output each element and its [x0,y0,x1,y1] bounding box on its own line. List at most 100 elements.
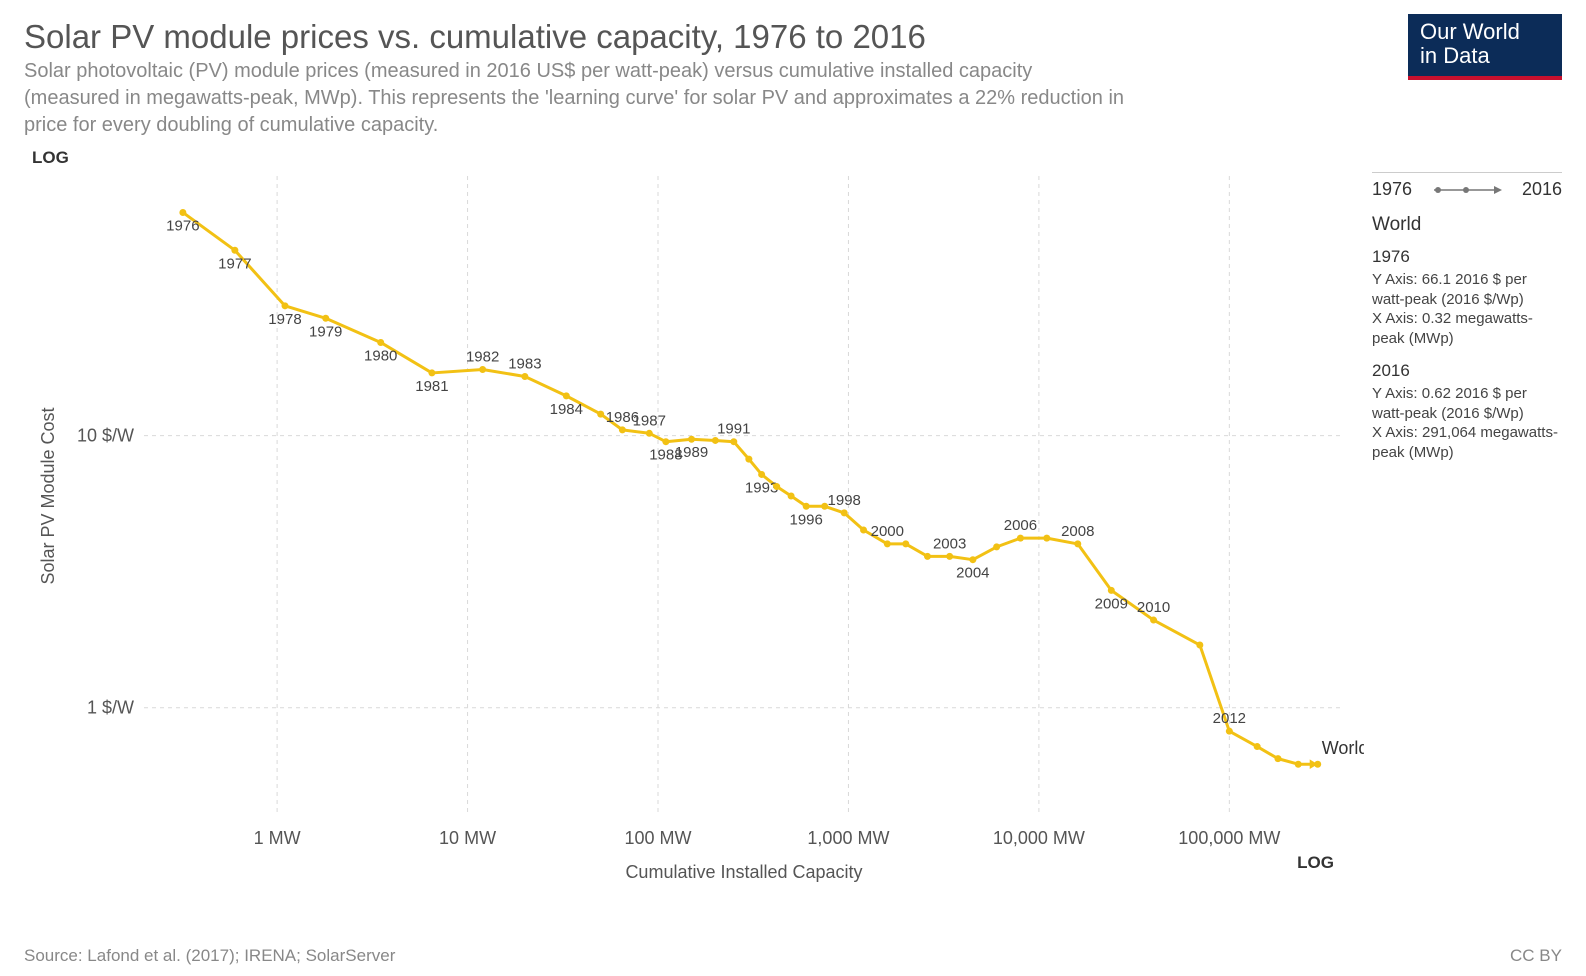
point-year-label: 2008 [1061,523,1094,540]
y-tick-label: 10 $/W [77,426,134,446]
data-point[interactable] [1196,642,1203,649]
chart-svg: 1 $/W 10 $/W 1 MW 10 MW 100 MW 1,000 MW 10,000… [24,166,1364,906]
point-year-label: 1984 [550,401,583,418]
x-tick-label: 10,000 MW [993,828,1085,848]
data-point[interactable] [646,430,653,437]
data-point[interactable] [1043,535,1050,542]
sidebar-start-block: 1976 Y Axis: 66.1 2016 $ per watt-peak (… [1372,246,1562,348]
data-point[interactable] [662,438,669,445]
data-point[interactable] [1274,755,1281,762]
point-year-label: 1998 [828,492,861,509]
data-point[interactable] [946,553,953,560]
data-point[interactable] [1074,540,1081,547]
data-point[interactable] [1108,587,1115,594]
chart-subtitle: Solar photovoltaic (PV) module prices (m… [24,58,1124,139]
range-end-year: 2016 [1522,179,1562,200]
sidebar-end-year: 2016 [1372,360,1562,382]
x-axis-label: Cumulative Installed Capacity [625,862,862,882]
data-point[interactable] [773,483,780,490]
point-year-label: 2010 [1137,599,1170,616]
data-point[interactable] [1254,743,1261,750]
data-point[interactable] [322,315,329,322]
data-point[interactable] [377,339,384,346]
point-year-label: 2004 [956,565,989,582]
data-point[interactable] [758,471,765,478]
x-tick-label: 1,000 MW [807,828,889,848]
point-year-label: 2000 [871,523,904,540]
point-year-label: 1976 [166,217,199,234]
data-point[interactable] [712,437,719,444]
point-year-label: 2003 [933,535,966,552]
chart-title: Solar PV module prices vs. cumulative ca… [24,18,1562,56]
data-point[interactable] [803,503,810,510]
sidebar-end-x: X Axis: 291,064 megawatts-peak (MWp) [1372,423,1562,462]
data-point[interactable] [841,509,848,516]
data-point[interactable] [993,543,1000,550]
data-point[interactable] [179,209,186,216]
x-tick-label: 1 MW [254,828,301,848]
point-year-label: 1993 [745,479,778,496]
data-point[interactable] [428,369,435,376]
point-year-label: 1980 [364,347,397,364]
data-point[interactable] [688,436,695,443]
data-point[interactable] [745,456,752,463]
point-year-label: 1996 [790,511,823,528]
sidebar-start-x: X Axis: 0.32 megawatts-peak (MWp) [1372,309,1562,348]
chart-sidebar: 1976 2016 World 1976 Y Axis: 66.1 2016 $… [1372,172,1562,474]
point-year-label: 1978 [268,311,301,328]
data-point[interactable] [619,426,626,433]
data-point[interactable] [1017,535,1024,542]
point-year-label: 1981 [415,378,448,395]
series-end-label: World [1322,738,1364,758]
data-point[interactable] [521,373,528,380]
data-point[interactable] [902,540,909,547]
data-point[interactable] [1226,728,1233,735]
data-point[interactable] [969,556,976,563]
point-year-label: 1979 [309,323,342,340]
sidebar-start-y: Y Axis: 66.1 2016 $ per watt-peak (2016 … [1372,270,1562,309]
time-range-indicator: 1976 2016 [1372,179,1562,200]
y-tick-label: 1 $/W [87,698,134,718]
owid-logo: Our World in Data [1408,14,1562,80]
point-year-label: 1991 [717,421,750,438]
data-point[interactable] [884,540,891,547]
point-year-label: 1987 [633,412,666,429]
data-point[interactable] [479,366,486,373]
logo-line1: Our World [1420,20,1550,44]
y-axis-label: Solar PV Module Cost [38,407,58,584]
sidebar-start-year: 1976 [1372,246,1562,268]
x-scale-log-label: LOG [1297,853,1334,872]
data-point[interactable] [1150,617,1157,624]
source-line: Source: Lafond et al. (2017); IRENA; Sol… [24,946,395,966]
y-scale-log-label: LOG [32,148,69,168]
point-year-label: 2009 [1095,595,1128,612]
x-tick-label: 100 MW [624,828,691,848]
data-point[interactable] [1314,761,1321,768]
point-year-label: 1982 [466,349,499,366]
range-start-year: 1976 [1372,179,1412,200]
data-point[interactable] [730,438,737,445]
x-tick-label: 100,000 MW [1178,828,1280,848]
license-label: CC BY [1510,946,1562,966]
data-point[interactable] [788,493,795,500]
data-point[interactable] [924,553,931,560]
sidebar-end-block: 2016 Y Axis: 0.62 2016 $ per watt-peak (… [1372,360,1562,462]
point-year-label: 2012 [1213,710,1246,727]
sidebar-end-y: Y Axis: 0.62 2016 $ per watt-peak (2016 … [1372,384,1562,423]
point-year-label: 1977 [218,255,251,272]
data-point[interactable] [231,247,238,254]
point-year-label: 2006 [1004,517,1037,534]
data-point[interactable] [597,411,604,418]
data-point[interactable] [860,526,867,533]
data-point[interactable] [563,392,570,399]
data-point[interactable] [281,302,288,309]
chart-plot-area: 1 $/W 10 $/W 1 MW 10 MW 100 MW 1,000 MW 10,000… [24,166,1364,906]
sidebar-divider [1372,172,1562,173]
chart-container: Solar PV module prices vs. cumulative ca… [0,0,1586,976]
point-year-label: 1983 [508,355,541,372]
logo-line2: in Data [1420,44,1550,68]
series-name: World [1372,214,1562,236]
data-point[interactable] [1295,761,1302,768]
point-year-label: 1989 [675,444,708,461]
x-tick-label: 10 MW [439,828,496,848]
